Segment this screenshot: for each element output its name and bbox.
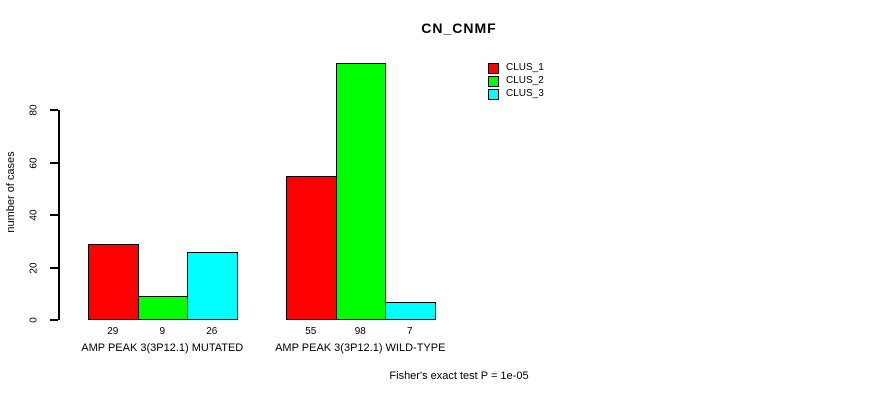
y-tick-label: 20 — [28, 261, 40, 274]
bar-value-label: 98 — [354, 326, 366, 337]
legend-label: CLUS_3 — [506, 88, 544, 99]
bar-value-label: 7 — [406, 326, 413, 337]
legend-label: CLUS_1 — [506, 62, 544, 73]
bar-value-label: 29 — [107, 326, 119, 337]
y-tick-label: 40 — [28, 209, 40, 221]
bar-CLUS_2 — [335, 62, 386, 320]
bar-CLUS_1 — [88, 243, 139, 320]
y-tick-mark — [50, 319, 58, 321]
bar-CLUS_3 — [187, 251, 238, 320]
legend-swatch-CLUS_3 — [488, 89, 499, 100]
y-tick-label: 60 — [28, 156, 40, 169]
chart-title: CN_CNMF — [421, 20, 497, 36]
category-label: AMP PEAK 3(3P12.1) WILD-TYPE — [275, 342, 446, 354]
bar-CLUS_3 — [385, 301, 436, 320]
stat-test-note: Fisher's exact test P = 1e-05 — [389, 370, 529, 382]
y-axis-title: number of cases — [5, 151, 17, 233]
bar-value-label: 26 — [206, 326, 218, 337]
bar-CLUS_2 — [137, 296, 188, 320]
y-axis-line — [58, 110, 60, 320]
category-label: AMP PEAK 3(3P12.1) MUTATED — [81, 342, 244, 354]
y-tick-mark — [50, 109, 58, 111]
bar-CLUS_1 — [286, 175, 337, 320]
y-tick-label: 0 — [28, 317, 40, 323]
y-tick-label: 80 — [28, 104, 40, 116]
y-tick-mark — [50, 161, 58, 164]
y-tick-mark — [50, 214, 58, 216]
legend-label: CLUS_2 — [506, 75, 544, 86]
y-tick-mark — [50, 266, 58, 269]
legend-swatch-CLUS_1 — [488, 63, 499, 74]
bar-value-label: 9 — [159, 326, 166, 337]
legend-swatch-CLUS_2 — [488, 76, 499, 87]
bar-value-label: 55 — [305, 326, 317, 337]
